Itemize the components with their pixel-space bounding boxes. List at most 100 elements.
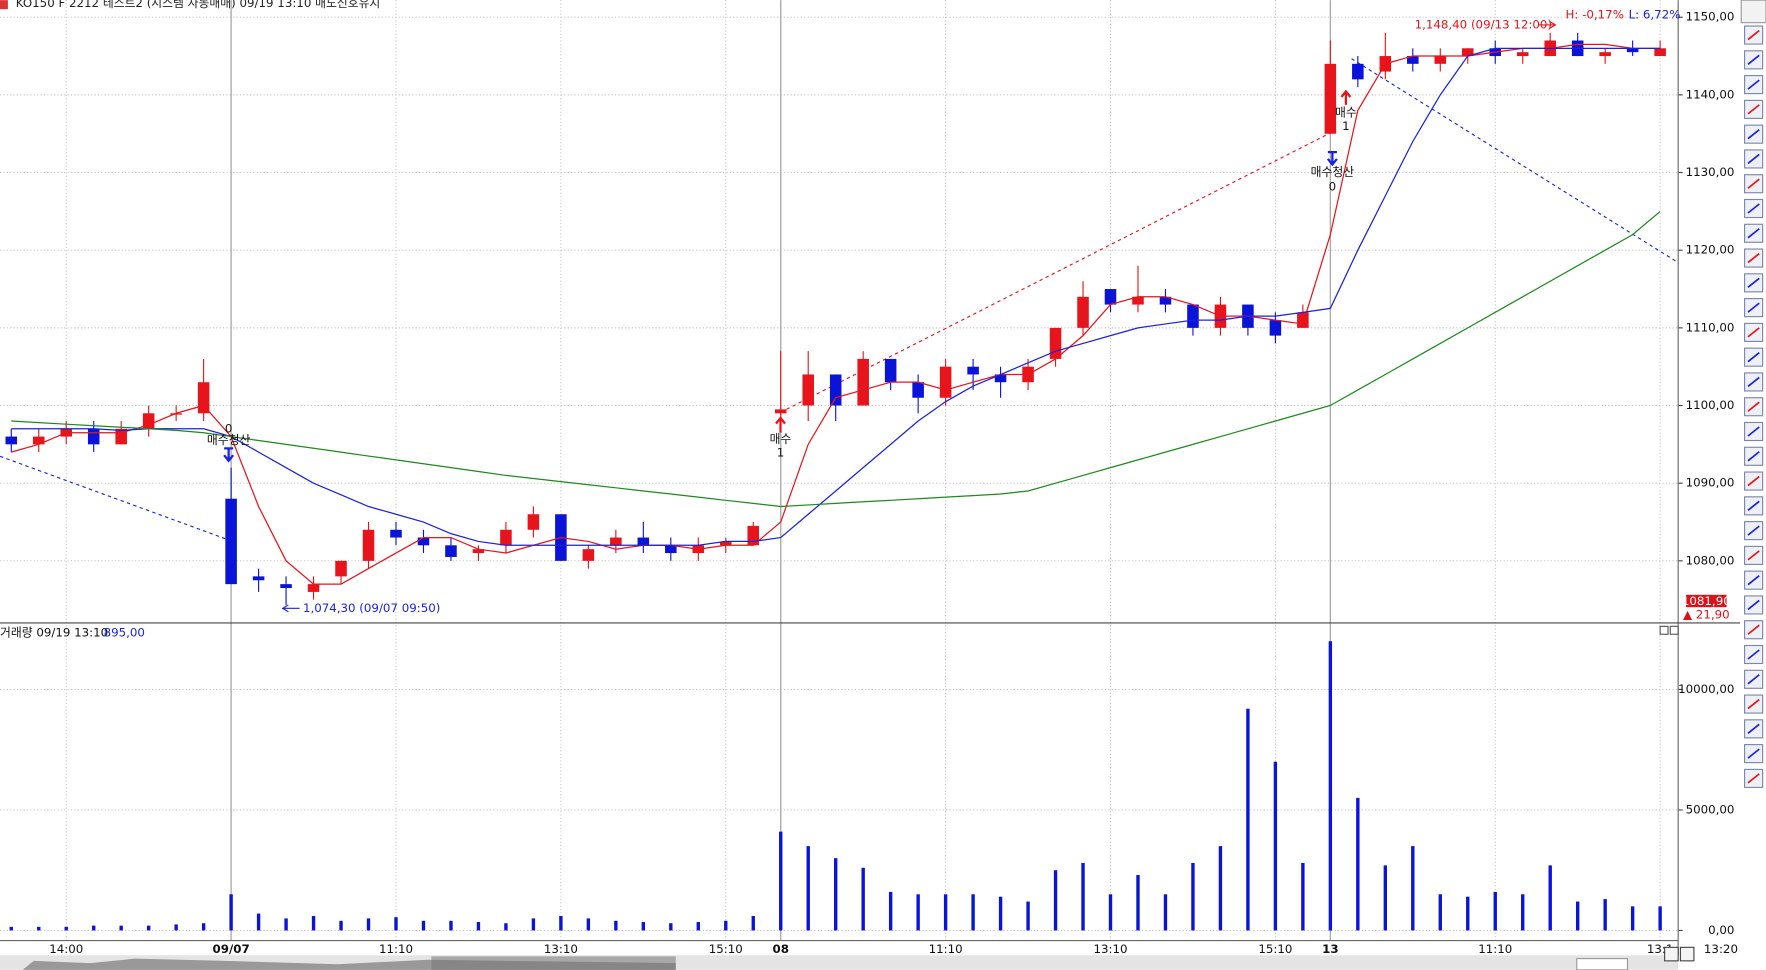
candle-body — [417, 537, 430, 546]
candle-body — [1077, 296, 1089, 328]
scroll-thumb[interactable] — [431, 956, 676, 970]
candle-body — [720, 541, 732, 546]
title-icon[interactable] — [0, 0, 8, 10]
x-tick-label: 09/07 — [213, 942, 250, 956]
volume-bar — [229, 894, 233, 931]
candle-body — [390, 529, 402, 538]
x-tick-label: 11:10 — [379, 942, 413, 956]
high-label: 1,148,40 (09/13 12:00) — [1415, 17, 1552, 31]
candle-body — [527, 514, 540, 530]
volume-bar — [806, 846, 810, 931]
signal-qty: 0 — [1329, 180, 1337, 194]
tool-icon — [1747, 698, 1760, 710]
candle-body — [1434, 56, 1447, 64]
candle-body — [1352, 63, 1364, 80]
volume-bar — [366, 918, 371, 931]
tool-icon — [1747, 401, 1760, 412]
tool-icon — [1747, 228, 1760, 239]
candle-body — [142, 413, 155, 429]
candle-body — [939, 366, 952, 398]
volume-bar — [174, 924, 178, 931]
toolbar — [1740, 0, 1766, 788]
tool-icon — [1747, 129, 1760, 140]
volume-bar — [256, 913, 261, 931]
moving-average — [11, 47, 1661, 546]
signal-label: 매수청산 — [1311, 165, 1355, 179]
volume-bar — [1383, 865, 1388, 931]
candle-body — [637, 537, 650, 546]
candle-body — [87, 428, 100, 445]
last-price: 1081,90 — [1682, 594, 1731, 608]
zoom-input[interactable] — [1576, 958, 1629, 970]
candle-body — [115, 428, 127, 445]
grid: 1080,001090,001100,001110,001120,001130,… — [0, 0, 1738, 956]
low-label: 1,074,30 (09/07 09:50) — [303, 601, 440, 615]
candle-body — [225, 498, 237, 585]
y-tick-label: 1100,00 — [1686, 398, 1735, 412]
signal-arrow — [775, 416, 786, 433]
panel-max-button[interactable] — [1669, 625, 1679, 635]
volume-bar — [1218, 846, 1223, 931]
last-price-box — [1686, 594, 1727, 608]
search-button[interactable] — [1679, 946, 1695, 962]
signal-label: 매수 — [1335, 105, 1357, 119]
volume-bar — [201, 923, 206, 931]
tool-icon — [1747, 674, 1760, 685]
tool-icon — [1747, 376, 1760, 388]
tool-icon — [1747, 29, 1760, 41]
candle-body — [994, 374, 1007, 383]
volume-bar — [1328, 641, 1333, 931]
tool-icon — [1747, 252, 1760, 264]
tool-icon — [1747, 723, 1760, 735]
chart-title: KO150 F 2212 테스트2 (시스템 자동매매) 09/19 13:10… — [16, 0, 381, 10]
zoom-button[interactable] — [1664, 946, 1679, 962]
candle-body — [252, 576, 265, 581]
volume-bar — [1081, 862, 1085, 931]
candle-body — [5, 436, 18, 445]
y-tick-label: 1150,00 — [1686, 10, 1735, 24]
volume-bar — [724, 920, 728, 931]
x-tick-label: 13:10 — [544, 942, 578, 956]
volume-bar — [1246, 708, 1250, 931]
volume-bar — [9, 926, 13, 931]
signal-arrow — [1340, 89, 1352, 105]
volume-bar — [614, 920, 618, 931]
candle-body — [1159, 296, 1172, 305]
high-arrow — [1538, 21, 1557, 29]
candle-body — [967, 366, 979, 375]
candle-body — [1407, 56, 1419, 64]
volume-bar — [586, 918, 591, 931]
x-tick-label: 14:00 — [49, 942, 83, 956]
candle-body — [280, 584, 292, 589]
volume-bar — [559, 915, 563, 931]
candle-body — [1654, 48, 1666, 57]
volume-bar — [1630, 906, 1635, 931]
tool-icon — [1747, 525, 1760, 536]
volume-bar — [421, 920, 426, 931]
volume-bar — [1026, 901, 1030, 931]
tool-icon — [1747, 277, 1760, 288]
signal-qty: 1 — [777, 445, 785, 459]
candle-body — [1269, 320, 1282, 336]
y-tick-label: 1140,00 — [1686, 87, 1735, 101]
x-tick-label: 15:10 — [709, 942, 743, 956]
candle-body — [884, 358, 897, 383]
candle-body — [912, 382, 924, 398]
candle-body — [1132, 296, 1144, 305]
moving-average — [11, 43, 1661, 585]
candle-body — [829, 374, 842, 406]
volume-bar — [751, 915, 755, 931]
y-tick-label: 5000,00 — [1686, 802, 1735, 816]
volume-bar — [1273, 761, 1278, 931]
volume-bar — [92, 925, 96, 931]
trend-line — [0, 455, 232, 542]
volume-bar — [1356, 797, 1360, 931]
signal-arrow — [223, 447, 235, 463]
volume-bar — [311, 915, 316, 931]
volume-bar — [284, 918, 288, 931]
tool-icon — [1747, 352, 1760, 363]
volume-bar — [1411, 846, 1415, 931]
tool-icon — [1747, 327, 1760, 338]
tool-icon — [1747, 475, 1760, 487]
panel-min-button[interactable] — [1659, 625, 1669, 635]
